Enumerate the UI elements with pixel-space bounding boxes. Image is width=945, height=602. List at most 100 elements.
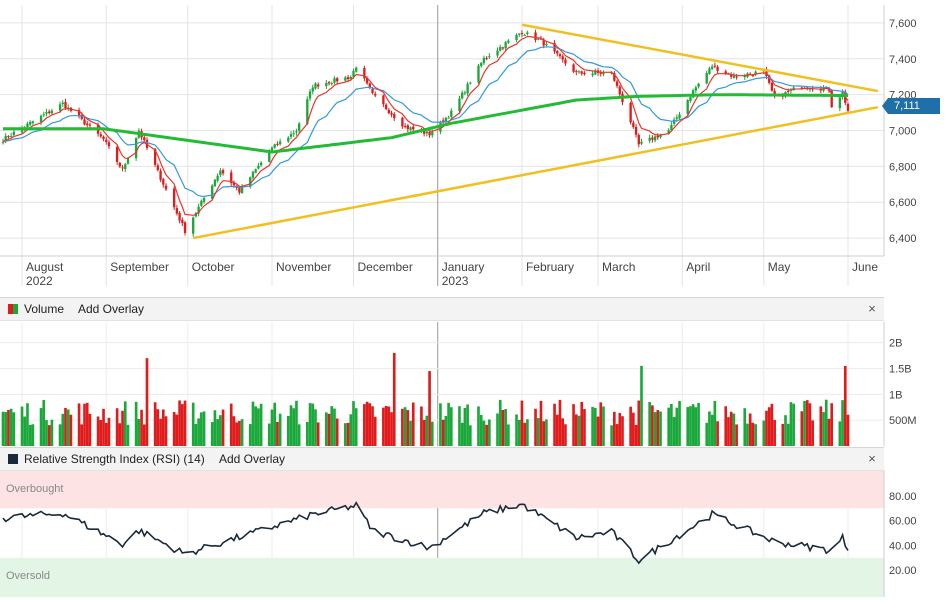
candle-body xyxy=(583,72,586,75)
candle-body xyxy=(504,42,507,49)
volume-bar xyxy=(178,400,181,446)
volume-bar xyxy=(767,407,771,446)
rsi-y-tick-label: 40.00 xyxy=(889,540,917,552)
candle-body xyxy=(507,40,510,43)
volume-bar xyxy=(762,420,766,446)
volume-bar xyxy=(710,414,714,446)
volume-bar xyxy=(344,423,347,446)
volume-bar xyxy=(694,407,698,446)
volume-bar xyxy=(50,419,54,446)
volume-bar xyxy=(460,422,464,446)
candle-body xyxy=(602,72,605,75)
candle-body xyxy=(278,141,282,145)
candle-body xyxy=(368,83,371,89)
volume-bar xyxy=(316,422,320,446)
candle-body xyxy=(118,162,122,167)
volume-bar xyxy=(232,416,236,446)
volume-bar xyxy=(229,403,233,446)
volume-bar xyxy=(267,423,271,446)
volume-close-icon[interactable]: × xyxy=(868,301,876,316)
x-tick-label: March xyxy=(602,260,635,274)
candle-body xyxy=(406,125,410,129)
candle-body xyxy=(126,158,130,164)
volume-bar xyxy=(678,400,681,446)
x-tick-label: April xyxy=(686,260,710,274)
volume-bar xyxy=(805,400,809,446)
rsi-add-overlay-button[interactable]: Add Overlay xyxy=(219,452,286,466)
candle-body xyxy=(496,50,499,56)
volume-bar xyxy=(387,406,391,446)
x-tick-label: November xyxy=(276,260,331,274)
volume-bar xyxy=(390,412,393,446)
volume-bar xyxy=(4,412,8,446)
candle-body xyxy=(501,47,505,49)
volume-bar xyxy=(403,407,407,446)
volume-bar xyxy=(349,414,353,446)
candle-body xyxy=(240,185,244,193)
candle-body xyxy=(710,66,714,69)
x-tick-label: June xyxy=(852,260,878,274)
candle-body xyxy=(580,71,583,74)
volume-bar xyxy=(545,419,548,446)
candle-body xyxy=(83,119,86,125)
candle-body xyxy=(653,136,657,141)
candle-body xyxy=(20,127,24,133)
candle-body xyxy=(153,148,157,165)
candle-body xyxy=(314,83,317,89)
volume-bar xyxy=(235,422,238,446)
candle-body xyxy=(31,121,35,124)
volume-bar xyxy=(240,419,244,446)
volume-bar xyxy=(441,419,445,446)
candle-body xyxy=(838,97,842,109)
candle-body xyxy=(558,54,562,57)
rsi-close-icon[interactable]: × xyxy=(868,451,876,466)
candle-body xyxy=(613,72,616,81)
volume-bar xyxy=(629,406,632,446)
candle-body xyxy=(29,121,32,125)
volume-bar xyxy=(520,400,524,446)
volume-bar xyxy=(784,415,787,446)
volume-bar xyxy=(39,408,43,446)
volume-bar xyxy=(210,422,214,446)
candle-body xyxy=(308,91,312,99)
volume-bar xyxy=(216,419,219,446)
volume-bar xyxy=(574,414,578,446)
candle-body xyxy=(743,75,746,77)
volume-bar xyxy=(507,424,510,446)
volume-bar xyxy=(363,404,366,446)
volume-bar xyxy=(286,415,290,446)
volume-bar xyxy=(31,424,35,446)
volume-bar xyxy=(352,401,355,446)
candle-body xyxy=(515,34,518,41)
candle-body xyxy=(197,206,200,214)
volume-bar xyxy=(800,411,804,446)
volume-bar xyxy=(83,403,86,446)
candle-body xyxy=(58,104,62,111)
volume-bar xyxy=(724,406,728,446)
volume-bar xyxy=(534,408,537,446)
volume-bar xyxy=(449,407,453,446)
volume-bar xyxy=(181,404,184,446)
volume-bar xyxy=(276,421,279,446)
volume-bar xyxy=(542,421,546,446)
volume-bar xyxy=(479,414,483,446)
volume-add-overlay-button[interactable]: Add Overlay xyxy=(78,302,145,316)
candle-body xyxy=(107,142,111,147)
volume-bar xyxy=(591,406,594,446)
candle-body xyxy=(846,103,850,111)
volume-bar xyxy=(444,415,448,446)
volume-bar xyxy=(811,420,814,446)
candle-body xyxy=(270,147,274,151)
candle-body xyxy=(349,76,352,79)
candle-body xyxy=(115,147,119,162)
volume-bar xyxy=(335,418,339,446)
volume-bar xyxy=(686,407,690,446)
volume-bar xyxy=(330,406,334,446)
candle-body xyxy=(542,39,545,46)
volume-bar xyxy=(66,409,70,446)
candle-body xyxy=(678,114,681,119)
volume-bar xyxy=(659,411,662,446)
candle-body xyxy=(9,135,13,137)
volume-bar xyxy=(517,419,521,446)
